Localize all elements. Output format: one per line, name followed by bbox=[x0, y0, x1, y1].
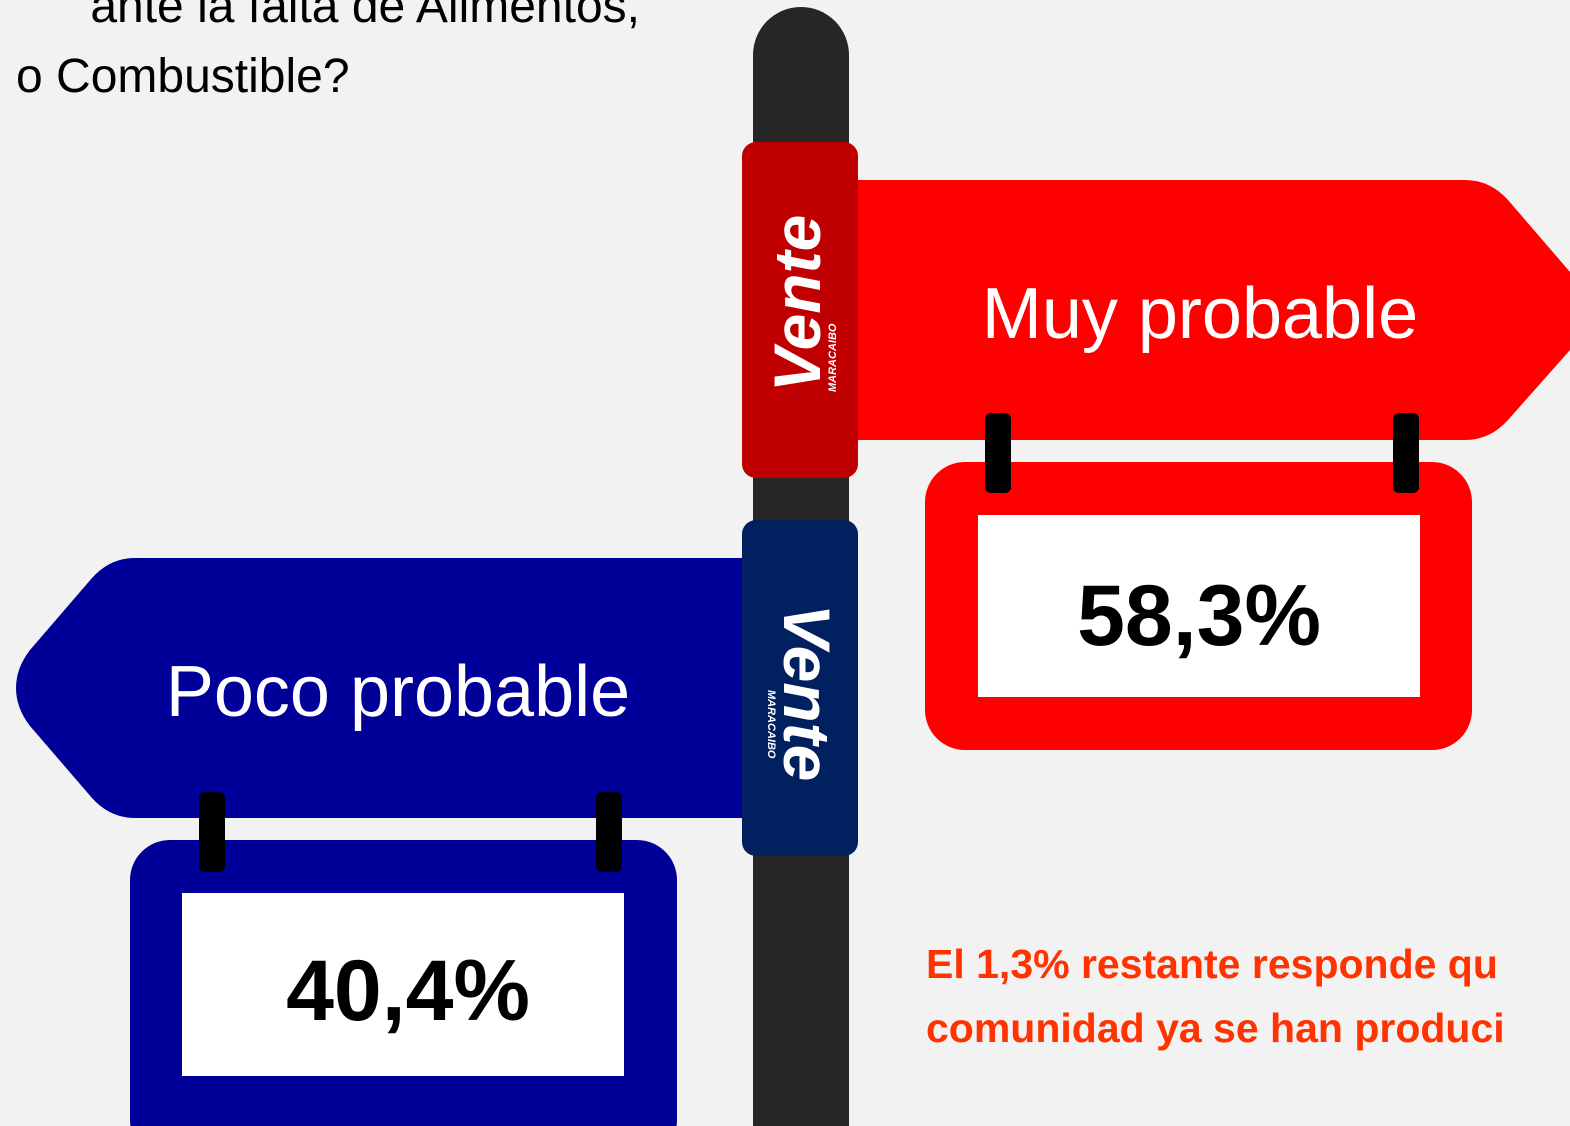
hook bbox=[596, 792, 622, 872]
value-label: 40,4% bbox=[286, 943, 530, 1039]
sign-right bbox=[850, 180, 1570, 440]
hook bbox=[985, 413, 1011, 493]
note-line: El 1,3% restante responde qu bbox=[926, 941, 1498, 987]
hook bbox=[199, 792, 225, 872]
sign-label: Muy probable bbox=[982, 274, 1418, 354]
clip-red bbox=[742, 142, 858, 478]
sign-left bbox=[16, 558, 745, 818]
value-label: 58,3% bbox=[1077, 568, 1321, 664]
hanger-panel bbox=[182, 893, 624, 1076]
logo: Vente bbox=[770, 604, 844, 781]
title-line: o Combustible? bbox=[16, 50, 350, 103]
clip-blue bbox=[742, 520, 858, 856]
sign-label: Poco probable bbox=[166, 652, 630, 732]
logo-sub: MARACAIBO bbox=[827, 323, 839, 392]
hook bbox=[1393, 413, 1419, 493]
hanger-panel bbox=[978, 515, 1420, 697]
logo-sub: MARACAIBO bbox=[765, 690, 777, 759]
note-line: comunidad ya se han produci bbox=[926, 1005, 1505, 1051]
title-line: ante la falta de Alimentos, bbox=[90, 0, 640, 33]
logo: Vente bbox=[760, 215, 834, 392]
